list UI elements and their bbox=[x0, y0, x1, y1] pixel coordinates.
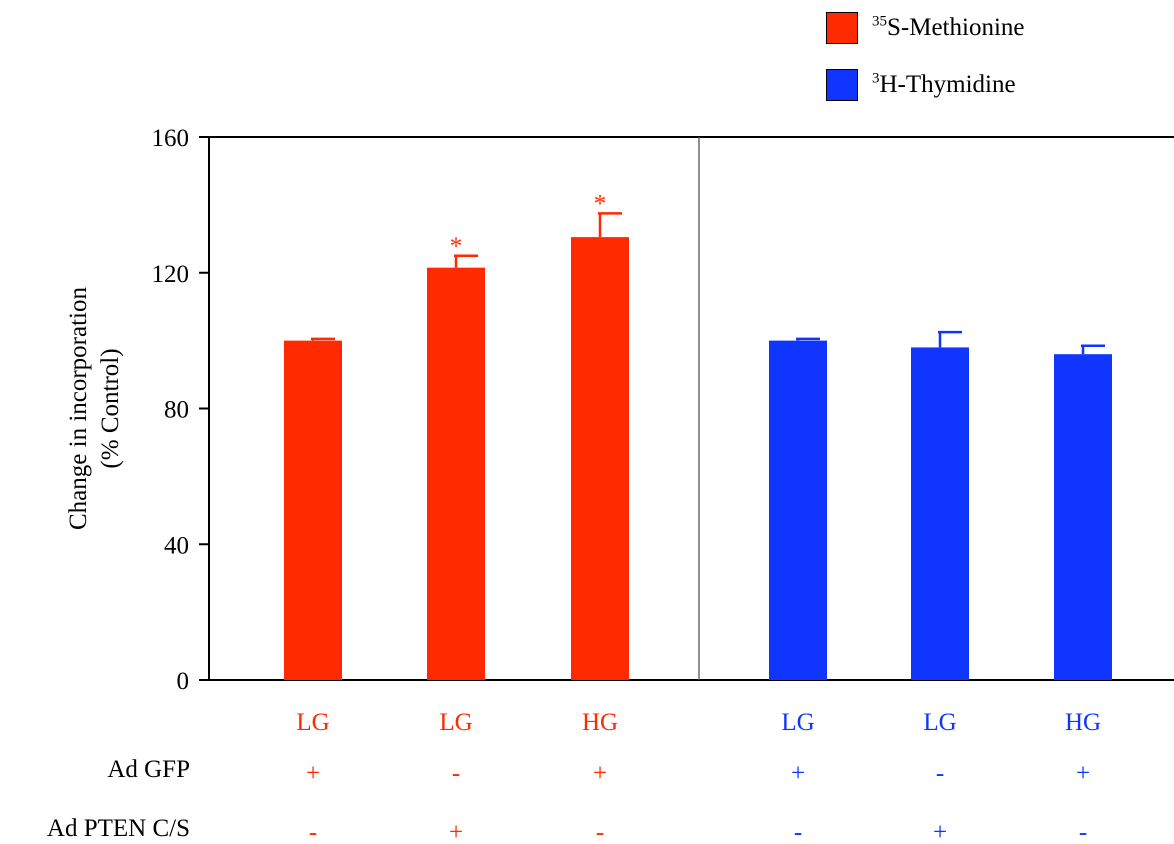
treatment-sign: - bbox=[1079, 819, 1087, 844]
category-label: LG bbox=[296, 709, 329, 736]
legend-label-methionine: 35S-Methionine bbox=[872, 13, 1025, 41]
row-label-ad-gfp: Ad GFP bbox=[107, 756, 190, 783]
category-label: LG bbox=[781, 709, 814, 736]
treatment-sign: + bbox=[306, 760, 320, 787]
treatment-sign: - bbox=[452, 760, 460, 787]
treatment-sign: - bbox=[794, 819, 802, 844]
legend-item-thymidine: 3H-Thymidine bbox=[826, 69, 1016, 101]
treatment-sign: - bbox=[936, 760, 944, 787]
legend-item-methionine: 35S-Methionine bbox=[826, 12, 1025, 44]
treatment-sign: + bbox=[933, 819, 947, 844]
treatment-sign: + bbox=[791, 760, 805, 787]
treatment-sign: + bbox=[449, 819, 463, 844]
significance-marker: * bbox=[450, 233, 463, 260]
y-tick-label: 160 bbox=[152, 125, 190, 152]
bar bbox=[911, 347, 969, 680]
treatment-sign: - bbox=[309, 819, 317, 844]
treatment-sign: + bbox=[1076, 760, 1090, 787]
legend-swatch-methionine bbox=[826, 12, 858, 44]
bar bbox=[284, 340, 342, 680]
bar bbox=[1054, 354, 1112, 680]
legend-label-thymidine: 3H-Thymidine bbox=[872, 70, 1016, 98]
treatment-sign: + bbox=[593, 760, 607, 787]
y-tick-label: 0 bbox=[177, 668, 190, 695]
row-label-ad-pten: Ad PTEN C/S bbox=[46, 815, 190, 842]
bar bbox=[427, 267, 485, 680]
y-tick-label: 40 bbox=[164, 532, 189, 559]
bar bbox=[769, 340, 827, 680]
y-axis-title: Change in incorporation bbox=[65, 287, 92, 530]
y-tick-label: 120 bbox=[152, 261, 190, 288]
bar bbox=[571, 237, 629, 680]
y-tick-label: 80 bbox=[164, 397, 189, 424]
category-label: HG bbox=[582, 709, 618, 736]
significance-marker: * bbox=[594, 190, 607, 217]
category-label: LG bbox=[923, 709, 956, 736]
category-label: HG bbox=[1065, 709, 1101, 736]
treatment-sign: - bbox=[596, 819, 604, 844]
legend-swatch-thymidine bbox=[826, 69, 858, 101]
y-axis-title-sub: (% Control) bbox=[97, 348, 124, 468]
category-label: LG bbox=[439, 709, 472, 736]
